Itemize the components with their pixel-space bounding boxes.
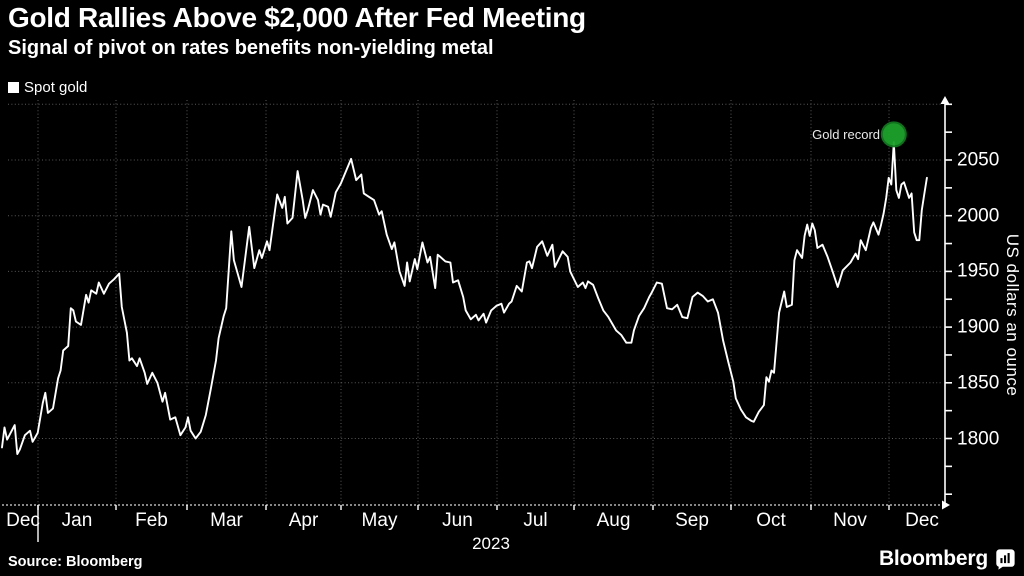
page-title: Gold Rallies Above $2,000 After Fed Meet…: [8, 2, 586, 33]
x-month-label: Dec: [905, 510, 939, 531]
x-axis-year-label: 2023: [472, 534, 510, 553]
x-month-label: Nov: [833, 510, 867, 531]
y-tick-label: 2000: [957, 205, 1000, 227]
page-subtitle: Signal of pivot on rates benefits non-yi…: [8, 37, 494, 59]
legend-swatch-icon: [8, 82, 19, 93]
x-month-label: Jun: [442, 510, 473, 531]
legend: Spot gold: [8, 79, 87, 96]
gold-record-annotation: Gold record: [812, 127, 880, 142]
bloomberg-chart-bubble-icon: [996, 549, 1015, 570]
bloomberg-wordmark: Bloomberg: [878, 547, 988, 570]
x-month-label: Sep: [675, 510, 709, 531]
spot-gold-line: [1, 141, 928, 456]
x-month-label: Mar: [210, 510, 243, 531]
y-axis-arrow: [940, 96, 950, 104]
x-month-label: Dec: [6, 510, 40, 531]
y-tick-label: 1950: [957, 260, 1000, 282]
x-month-label: Jan: [61, 510, 93, 531]
x-month-label: Jul: [523, 510, 548, 531]
x-axis-arrow: [942, 500, 950, 510]
y-tick-label: 1800: [957, 428, 1000, 449]
x-month-label: Feb: [135, 510, 168, 531]
y-tick-label: 1900: [957, 316, 1000, 338]
y-axis-title: US dollars an ounce: [1003, 233, 1022, 397]
y-tick-label: 1850: [957, 372, 1000, 394]
bloomberg-logo: Bloomberg: [879, 547, 1016, 571]
source-credit: Source: Bloomberg: [8, 554, 143, 570]
gold-record-marker: [880, 121, 907, 148]
x-month-label: May: [361, 510, 398, 531]
x-month-label: Aug: [596, 510, 631, 531]
x-month-label: Oct: [756, 510, 786, 531]
legend-label: Spot gold: [24, 79, 88, 96]
x-month-label: Apr: [288, 510, 319, 531]
y-tick-label: 2050: [957, 149, 1000, 171]
